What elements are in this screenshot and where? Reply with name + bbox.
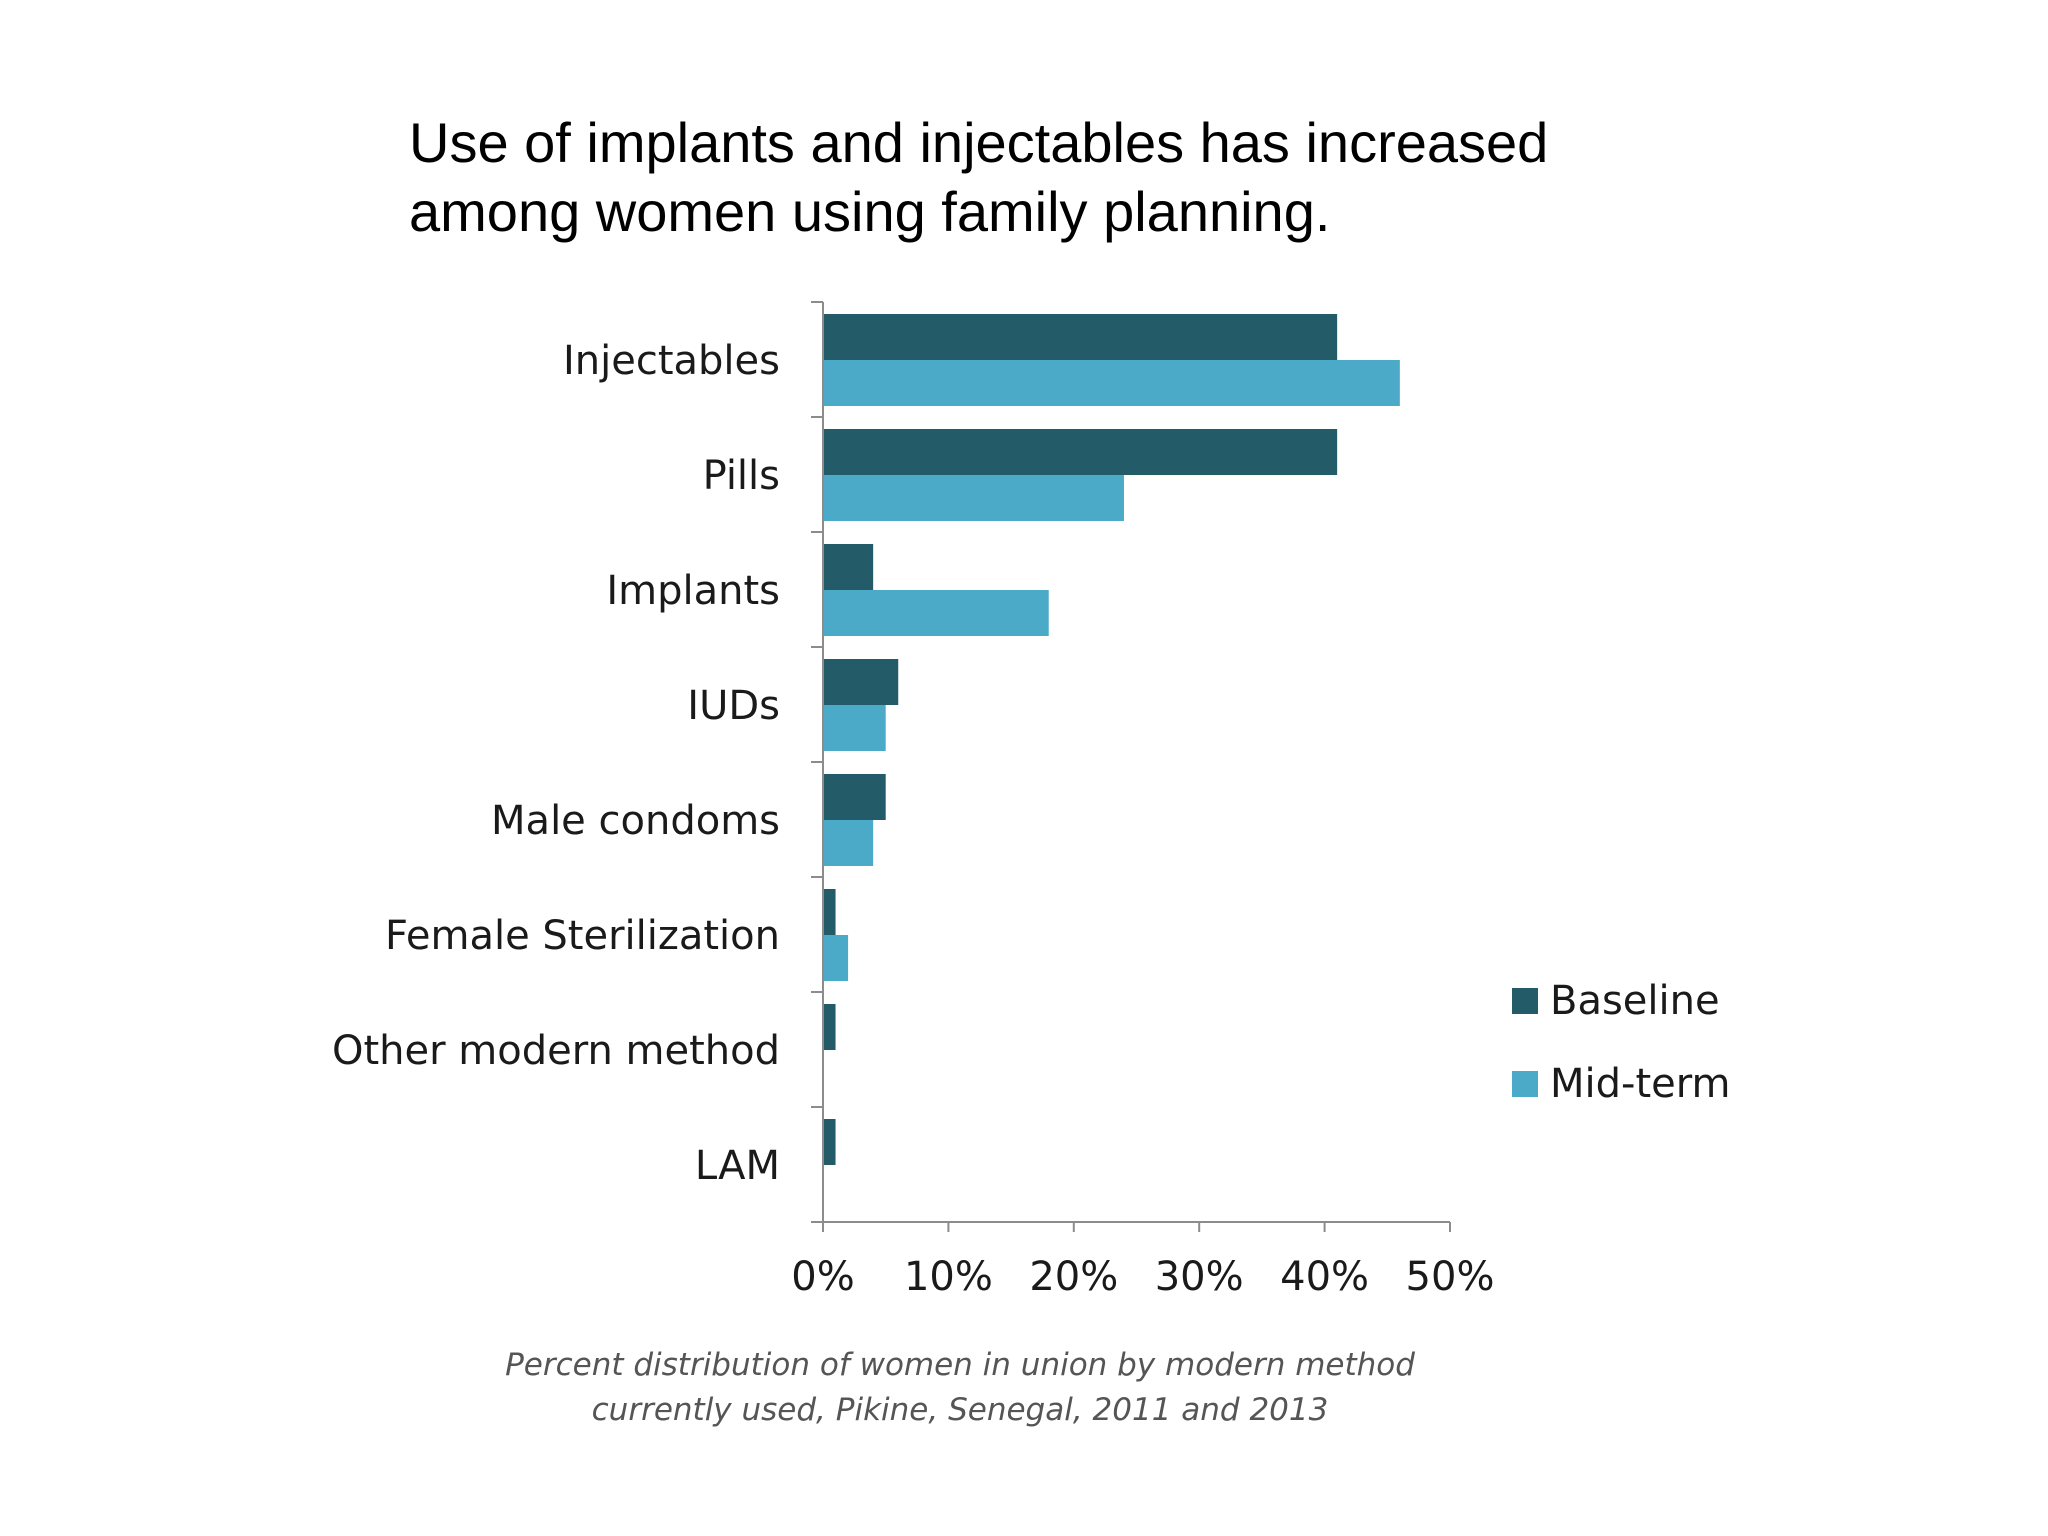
legend-label-baseline: Baseline	[1550, 978, 1720, 1024]
headline-line-1: Use of implants and injectables has incr…	[409, 111, 1549, 174]
bar-midterm	[823, 475, 1124, 521]
bar-baseline	[823, 429, 1338, 475]
bar-baseline	[823, 314, 1338, 360]
legend-swatch-midterm	[1512, 1071, 1538, 1097]
x-tick-label: 20%	[1029, 1254, 1118, 1300]
category-label: Injectables	[563, 338, 780, 384]
bar-baseline	[823, 889, 836, 935]
category-label: Female Sterilization	[385, 913, 780, 959]
category-label: Other modern method	[332, 1028, 780, 1074]
category-label: LAM	[695, 1143, 780, 1189]
bar-midterm	[823, 590, 1049, 636]
caption-line-1: Percent distribution of women in union b…	[505, 1347, 1415, 1383]
x-tick-label: 50%	[1406, 1254, 1495, 1300]
x-tick-label: 40%	[1280, 1254, 1369, 1300]
x-tick-label: 10%	[904, 1254, 993, 1300]
category-label: IUDs	[687, 683, 780, 729]
chart-caption: Percent distribution of women in union b…	[460, 1343, 1460, 1433]
caption-line-2: currently used, Pikine, Senegal, 2011 an…	[591, 1392, 1329, 1428]
category-label: Male condoms	[491, 798, 780, 844]
x-tick-label: 0%	[791, 1254, 854, 1300]
bar-baseline	[823, 1119, 836, 1165]
bar-midterm	[823, 935, 849, 981]
bar-midterm	[823, 360, 1400, 406]
category-label: Pills	[703, 453, 780, 499]
bar-baseline	[823, 544, 874, 590]
headline-line-2: among women using family planning.	[409, 180, 1331, 243]
category-label: Implants	[606, 568, 780, 614]
bar-baseline	[823, 1004, 836, 1050]
bar-midterm	[823, 705, 886, 751]
x-tick-label: 30%	[1155, 1254, 1244, 1300]
legend-label-midterm: Mid-term	[1550, 1061, 1730, 1107]
bar-baseline	[823, 659, 899, 705]
slide-headline: Use of implants and injectables has incr…	[409, 108, 1809, 246]
bar-baseline	[823, 774, 886, 820]
bar-midterm	[823, 820, 874, 866]
legend-swatch-baseline	[1512, 988, 1538, 1014]
